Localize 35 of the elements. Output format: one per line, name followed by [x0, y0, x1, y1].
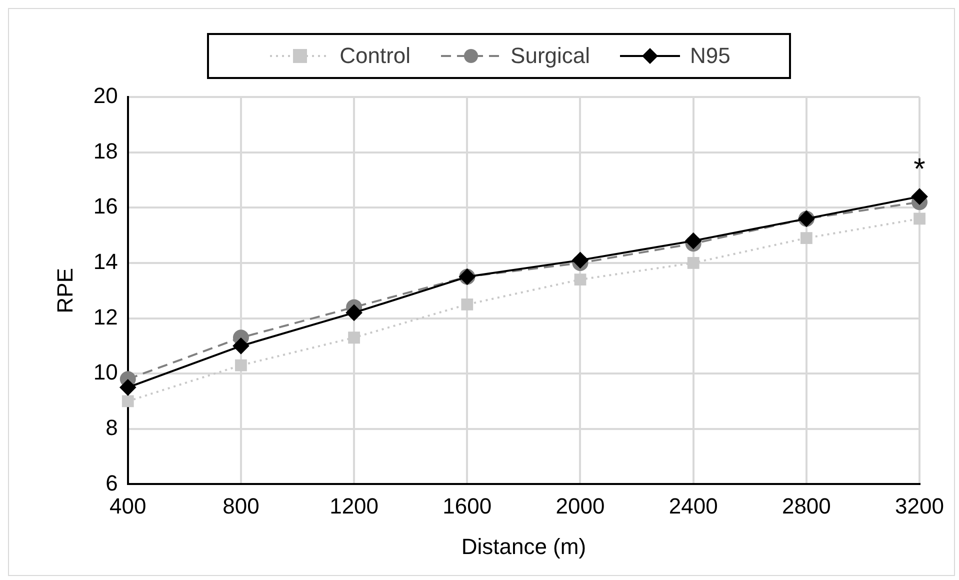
y-tick-label: 12 — [93, 304, 118, 330]
legend-label: Surgical — [510, 43, 590, 69]
y-tick-label: 6 — [106, 470, 118, 496]
y-tick-label: 14 — [93, 249, 118, 274]
x-tick-label: 2000 — [556, 493, 605, 518]
x-tick-label: 800 — [222, 493, 260, 518]
y-tick-label: 8 — [106, 414, 118, 440]
x-tick-label: 2800 — [782, 493, 831, 518]
point — [687, 256, 700, 269]
point — [235, 359, 247, 372]
point — [574, 274, 586, 286]
point — [348, 332, 360, 344]
point — [800, 232, 812, 244]
y-axis-title: RPE — [52, 268, 78, 314]
y-tick-label: 18 — [93, 138, 118, 164]
x-tick-label: 3200 — [895, 493, 944, 518]
legend-label: Control — [340, 43, 411, 69]
legend-label: N95 — [690, 43, 730, 69]
point — [120, 379, 136, 396]
y-tick-label: 20 — [93, 83, 118, 108]
y-tick-label: 16 — [93, 194, 118, 219]
x-tick-label: 2400 — [668, 493, 718, 518]
y-tick-label: 10 — [93, 360, 118, 385]
point — [346, 304, 362, 321]
point — [232, 338, 249, 354]
x-tick-label: 1200 — [330, 493, 379, 518]
x-tick-label: 1600 — [442, 493, 492, 518]
point — [461, 298, 474, 310]
point — [912, 188, 928, 205]
x-axis-title: Distance (m) — [461, 534, 586, 559]
point — [122, 395, 134, 408]
point — [685, 232, 702, 249]
point — [914, 212, 926, 225]
annotation: * — [914, 152, 926, 186]
x-tick-label: 400 — [110, 493, 146, 518]
